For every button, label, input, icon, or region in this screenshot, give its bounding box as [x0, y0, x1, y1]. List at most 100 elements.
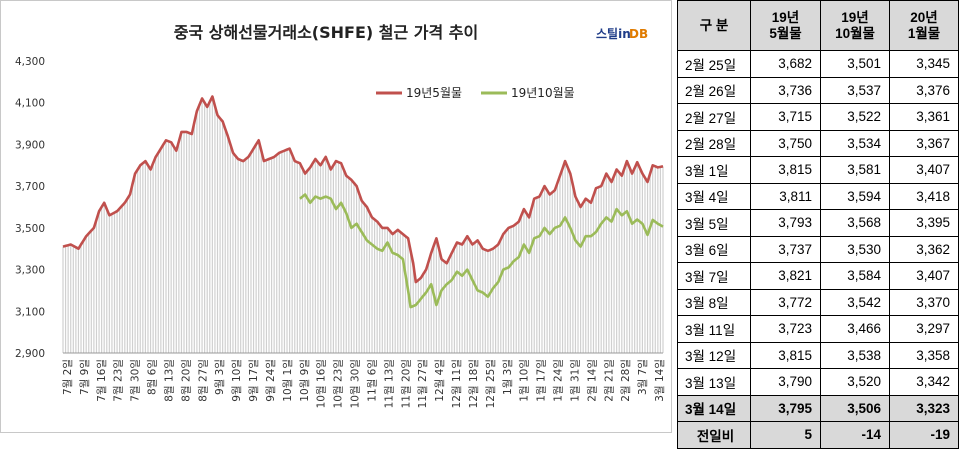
table-cell-v3: 3,407 — [889, 262, 959, 290]
table-row: 3월 11일 3,723 3,466 3,297 — [677, 315, 959, 343]
table-cell-v1: 3,682 — [750, 50, 821, 78]
table-cell-v1: 3,750 — [750, 129, 821, 157]
chart-title: 중국 상해선물거래소(SHFE) 철근 가격 추이 — [174, 23, 478, 42]
table-row: 2월 25일 3,682 3,501 3,345 — [677, 50, 959, 78]
x-tick-label: 12월 4일 — [433, 359, 446, 402]
table-row: 3월 13일 3,790 3,520 3,342 — [677, 368, 959, 396]
x-tick-label: 7월 23일 — [112, 359, 125, 402]
table-cell-v1: 3,790 — [750, 368, 821, 396]
x-tick-label: 11월 27일 — [416, 359, 429, 408]
table-cell-date: 3월 1일 — [677, 156, 751, 184]
table-cell-v1: 3,736 — [750, 76, 821, 104]
table-cell-v2: 3,534 — [820, 129, 890, 157]
diff-cell-v2: -14 — [820, 421, 890, 449]
table-cell-v3: 3,418 — [889, 182, 959, 210]
x-tick-label: 10월 23일 — [332, 359, 345, 408]
table-cell-v3: 3,395 — [889, 209, 959, 237]
y-tick-label: 4,100 — [15, 98, 45, 110]
volume-bars — [62, 96, 664, 353]
legend: 19년5월물 19년10월물 — [376, 86, 575, 100]
table-cell-date: 3월 8일 — [677, 288, 751, 316]
table-cell-date: 3월 13일 — [677, 368, 751, 396]
table-cell-v1: 3,793 — [750, 209, 821, 237]
x-tick-label: 2월 21일 — [602, 359, 615, 402]
header-19-oct: 19년 10월물 — [820, 0, 890, 51]
table-row: 2월 27일 3,715 3,522 3,361 — [677, 103, 959, 131]
table-cell-v2: 3,581 — [820, 156, 890, 184]
table-header-row: 구 분 19년 5월물 19년 10월물 20년 1월물 — [677, 0, 959, 51]
y-tick-label: 3,500 — [15, 223, 45, 235]
x-tick-label: 9월 10일 — [230, 359, 243, 402]
table-cell-v2: 3,530 — [820, 235, 890, 263]
header-19-may: 19년 5월물 — [750, 0, 821, 51]
y-tick-label: 3,900 — [15, 139, 45, 151]
x-tick-label: 12월 11일 — [450, 359, 463, 408]
table-cell-v2: 3,520 — [820, 368, 890, 396]
table-cell-v1: 3,795 — [750, 394, 821, 422]
table-row: 3월 5일 3,793 3,568 3,395 — [677, 209, 959, 237]
chart-canvas: 중국 상해선물거래소(SHFE) 철근 가격 추이 스틸in DB 2,900 3… — [15, 23, 666, 408]
table-cell-v1: 3,811 — [750, 182, 821, 210]
x-tick-label: 10월 9일 — [298, 359, 311, 402]
table-cell-date: 2월 26일 — [677, 76, 751, 104]
x-tick-label: 1월 24일 — [552, 359, 565, 402]
table-cell-v2: 3,542 — [820, 288, 890, 316]
x-tick-label: 8월 20일 — [179, 359, 192, 402]
table-cell-v3: 3,362 — [889, 235, 959, 263]
table-cell-v3: 3,361 — [889, 103, 959, 131]
price-table: 구 분 19년 5월물 19년 10월물 20년 1월물 2월 25일 3,682 3,5… — [677, 0, 959, 449]
table-cell-date: 3월 6일 — [677, 235, 751, 263]
table-cell-date: 3월 12일 — [677, 341, 751, 369]
x-tick-label: 11월 20일 — [399, 359, 412, 408]
table-row: 3월 12일 3,815 3,538 3,358 — [677, 341, 959, 369]
legend-label-2: 19년10월물 — [511, 86, 575, 100]
table-row: 2월 26일 3,736 3,537 3,376 — [677, 76, 959, 104]
table-cell-date: 2월 27일 — [677, 103, 751, 131]
series-lines — [62, 95, 664, 309]
series-line-1 — [62, 95, 664, 284]
chart-panel: 중국 상해선물거래소(SHFE) 철근 가격 추이 스틸in DB 2,900 3… — [0, 0, 672, 433]
x-tick-label: 1월 10일 — [518, 359, 531, 402]
x-tick-label: 7월 30일 — [129, 359, 142, 402]
table-cell-v1: 3,715 — [750, 103, 821, 131]
diff-cell-v3: -19 — [889, 421, 959, 449]
table-cell-v2: 3,568 — [820, 209, 890, 237]
table-cell-date: 3월 5일 — [677, 209, 751, 237]
table-cell-v2: 3,537 — [820, 76, 890, 104]
table-cell-v3: 3,342 — [889, 368, 959, 396]
table-cell-v2: 3,538 — [820, 341, 890, 369]
table-row-diff: 전일비 5 -14 -19 — [677, 421, 959, 449]
x-tick-label: 2월 14일 — [585, 359, 598, 402]
table-row: 3월 1일 3,815 3,581 3,407 — [677, 156, 959, 184]
x-tick-label: 1월 31일 — [568, 359, 581, 402]
table-cell-date: 2월 28일 — [677, 129, 751, 157]
y-tick-label: 3,100 — [15, 306, 45, 318]
table-cell-v3: 3,297 — [889, 315, 959, 343]
y-tick-label: 3,700 — [15, 181, 45, 193]
table-cell-v2: 3,466 — [820, 315, 890, 343]
series-line-2 — [299, 193, 664, 309]
x-tick-label: 11월 6일 — [365, 359, 378, 402]
x-tick-label: 10월 16일 — [315, 359, 328, 408]
y-tick-label: 3,300 — [15, 265, 45, 277]
table-cell-v1: 3,737 — [750, 235, 821, 263]
table-cell-v3: 3,358 — [889, 341, 959, 369]
x-tick-label: 9월 3일 — [213, 359, 226, 395]
x-tick-label: 8월 6일 — [146, 359, 159, 395]
header-20-jan: 20년 1월물 — [889, 0, 959, 51]
logo-main: 스틸in — [596, 27, 631, 41]
table-cell-v2: 3,594 — [820, 182, 890, 210]
x-tick-label: 8월 27일 — [196, 359, 209, 402]
table-cell-v1: 3,772 — [750, 288, 821, 316]
x-tick-label: 10월 1일 — [281, 359, 294, 402]
y-tick-label: 2,900 — [15, 348, 45, 360]
table-cell-v2: 3,522 — [820, 103, 890, 131]
x-tick-label: 1월 3일 — [501, 359, 514, 395]
table-cell-v3: 3,345 — [889, 50, 959, 78]
header-category: 구 분 — [677, 0, 751, 51]
table-cell-v2: 3,501 — [820, 50, 890, 78]
x-tick-label: 12월 25일 — [484, 359, 497, 408]
table-cell-v3: 3,376 — [889, 76, 959, 104]
y-tick-label: 4,300 — [15, 56, 45, 68]
table-row: 3월 6일 3,737 3,530 3,362 — [677, 235, 959, 263]
